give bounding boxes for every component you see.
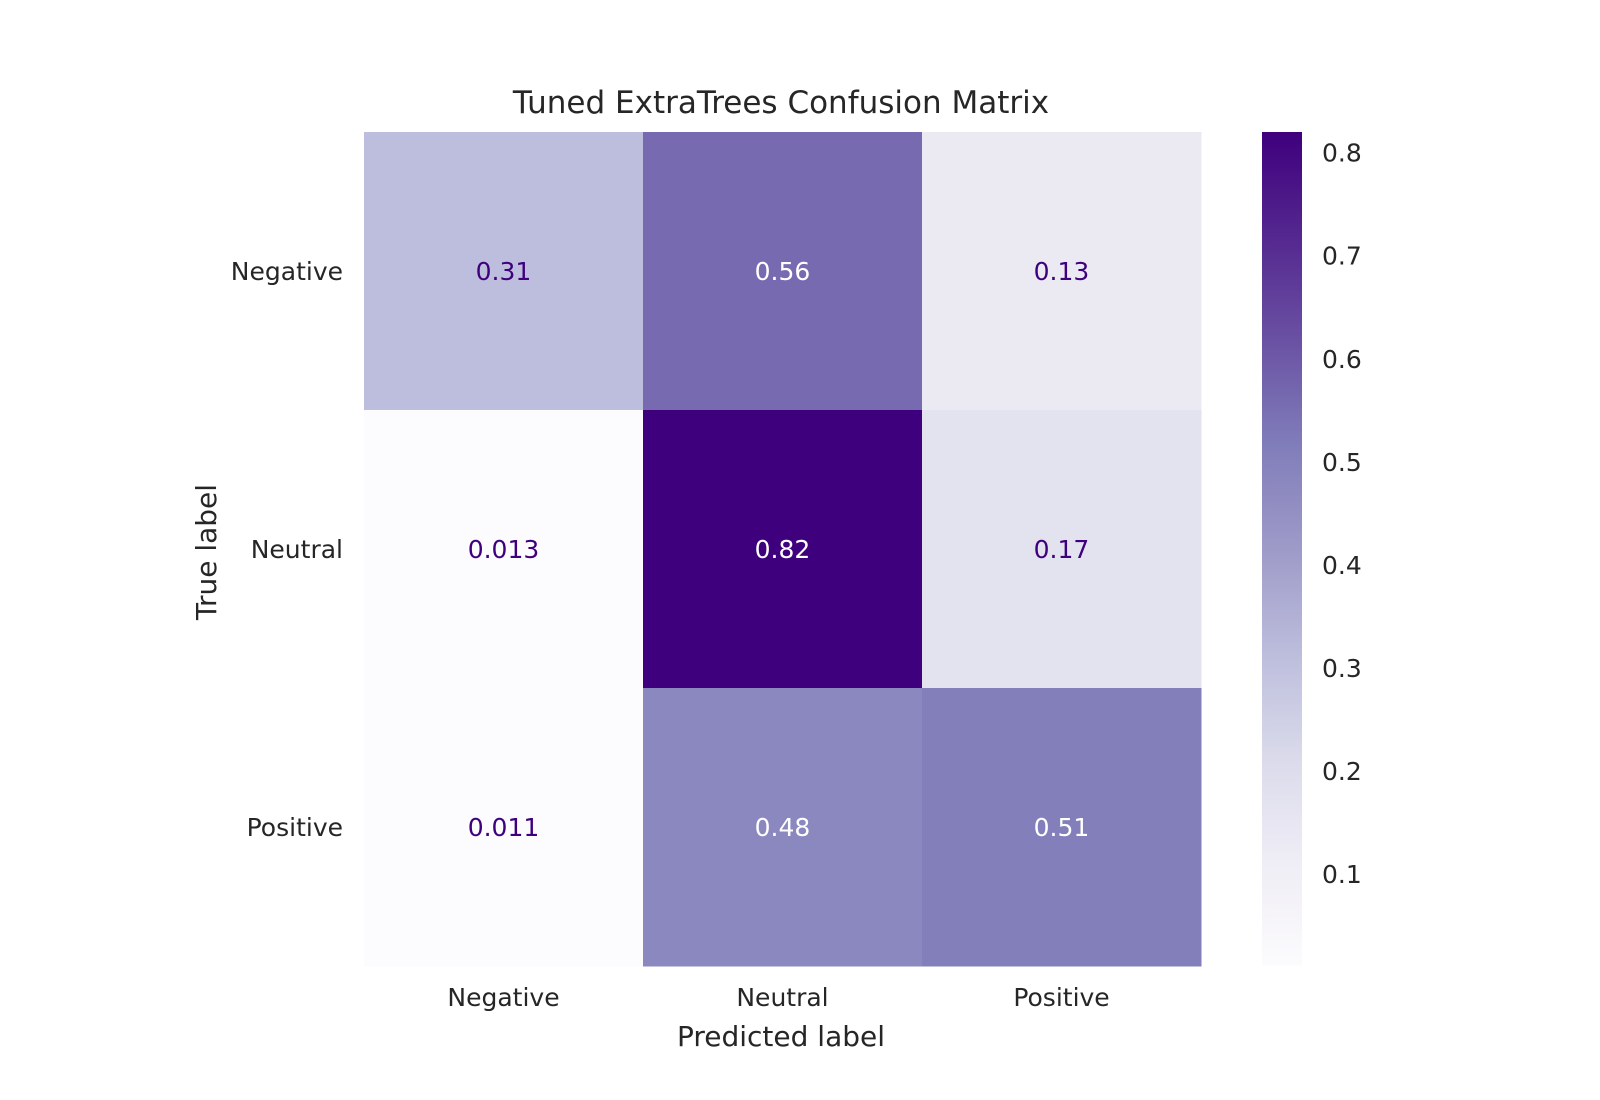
heatmap-cell-positive-neutral xyxy=(643,688,923,967)
cell-value-label: 0.011 xyxy=(468,813,540,842)
y-tick-label: Negative xyxy=(231,257,343,286)
heatmap-cell-neutral-neutral xyxy=(643,410,923,689)
colorbar-tick-label: 0.4 xyxy=(1322,551,1362,580)
cell-value-label: 0.13 xyxy=(1034,257,1090,286)
y-tick-label: Positive xyxy=(247,813,343,842)
x-axis-tick-labels: Negative Neutral Positive xyxy=(447,983,1109,1012)
x-tick-label: Negative xyxy=(447,983,559,1012)
cell-value-label: 0.31 xyxy=(476,257,532,286)
colorbar-tick-labels: 0.1 0.2 0.3 0.4 0.5 0.6 0.7 0.8 xyxy=(1322,139,1362,890)
colorbar-tick-label: 0.2 xyxy=(1322,757,1362,786)
colorbar-tick-label: 0.7 xyxy=(1322,242,1362,271)
heatmap-cell-neutral-positive xyxy=(922,410,1202,689)
heatmap-cell-negative-negative xyxy=(364,132,644,411)
colorbar-tick-label: 0.1 xyxy=(1322,860,1362,889)
x-tick-label: Positive xyxy=(1013,983,1109,1012)
colorbar xyxy=(1262,132,1302,966)
colorbar-tick-label: 0.5 xyxy=(1322,448,1362,477)
colorbar-tick-label: 0.3 xyxy=(1322,654,1362,683)
heatmap-cell-neutral-negative xyxy=(364,410,644,689)
colorbar-tick-label: 0.8 xyxy=(1322,139,1362,168)
heatmap-cell-positive-negative xyxy=(364,688,644,967)
cell-value-label: 0.56 xyxy=(755,257,811,286)
heatmap-value-labels: 0.31 0.56 0.13 0.013 0.82 0.17 0.011 0.48 0.51 xyxy=(468,257,1090,842)
y-tick-label: Neutral xyxy=(251,535,343,564)
cell-value-label: 0.82 xyxy=(755,535,811,564)
heatmap-cell-negative-neutral xyxy=(643,132,923,411)
cell-value-label: 0.17 xyxy=(1034,535,1090,564)
chart-title: Tuned ExtraTrees Confusion Matrix xyxy=(512,85,1049,121)
y-axis-label: True label xyxy=(190,484,223,621)
heatmap-cell-negative-positive xyxy=(922,132,1202,411)
cell-value-label: 0.51 xyxy=(1034,813,1090,842)
cell-value-label: 0.013 xyxy=(468,535,540,564)
heatmap-cells xyxy=(364,132,1202,967)
x-axis-label: Predicted label xyxy=(677,1020,885,1053)
colorbar-tick-label: 0.6 xyxy=(1322,345,1362,374)
cell-value-label: 0.48 xyxy=(755,813,811,842)
y-axis-tick-labels: Negative Neutral Positive xyxy=(231,257,343,842)
heatmap-cell-positive-positive xyxy=(922,688,1202,967)
x-tick-label: Neutral xyxy=(736,983,828,1012)
